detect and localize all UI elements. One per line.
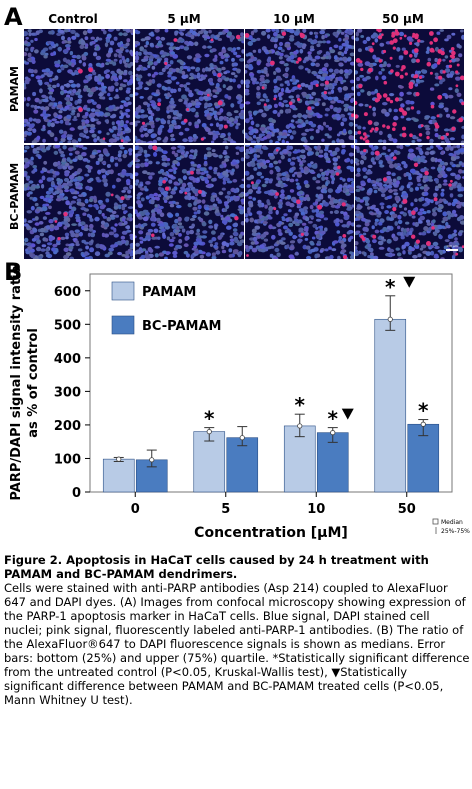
y-tick-label-2: 200 [54,419,81,434]
significance-marker: * [295,393,306,417]
median-point [420,421,426,427]
median-point [387,316,393,322]
legend-label-bc-pamam: BC-PAMAM [142,319,221,334]
panel-b-chart: B 0 100 200 300 400 500 600 PARP/DAPI signal int… [0,258,472,542]
micrograph-bc-pamam-1 [135,145,244,259]
bar-bc-pamam-1 [226,437,259,493]
legend-swatch-pamam [111,281,135,301]
y-tick-label-3: 300 [54,385,81,400]
significance-marker: * [328,407,339,431]
median-legend-label: Median [441,519,463,526]
median-point [149,457,155,463]
triangle-marker [403,276,416,288]
median-point [297,423,303,429]
caption-title: Figure 2. Apoptosis in HaCaT cells cause… [4,553,429,581]
cell-nuclei-image [24,29,133,143]
row-header-bc-pamam: BC-PAMAM [8,162,21,230]
cell-nuclei-image [24,145,133,259]
median-point [116,456,122,462]
column-header-10um: 10 µM [273,12,315,26]
caption-body: Cells were stained with anti-PARP antibo… [4,581,470,707]
column-header-control: Control [48,12,98,26]
y-tick-label-5: 500 [54,318,81,333]
plot-frame [89,273,453,493]
cell-nuclei-image [245,145,354,259]
row-header-pamam: PAMAM [8,66,21,112]
median-point [239,435,245,441]
cell-nuclei-image [355,29,464,143]
x-tick-label-1: 5 [221,502,230,517]
y-tick-label-0: 0 [72,486,81,501]
micrograph-pamam-3 [355,29,464,143]
micrograph-bc-pamam-3: 100 µm [355,145,464,259]
range-legend-label: 25%-75% [441,528,470,535]
bar-pamam-3 [374,318,407,493]
micrograph-bc-pamam-0 [24,145,133,259]
scale-bar-label: 100 µm [446,244,458,248]
column-header-50um: 50 µM [382,12,424,26]
micrograph-pamam-2 [245,29,354,143]
column-header-5um: 5 µM [167,12,201,26]
y-axis-label-line2: as % of control [26,328,41,438]
y-axis-label-line1: PARP/DAPI signal intensity ratio [9,265,24,500]
triangle-marker [341,408,354,420]
cell-nuclei-image [135,29,244,143]
bar-pamam-0 [102,458,135,493]
legend-swatch-bc-pamam [111,315,135,335]
x-axis-label: Concentration [µM] [194,525,348,541]
cell-nuclei-image: 100 µm [355,145,464,259]
significance-marker: * [385,275,396,299]
y-tick-label-1: 100 [54,452,81,467]
panel-a-letter: A [4,3,23,31]
cell-nuclei-image [245,29,354,143]
micrograph-bc-pamam-2 [245,145,354,259]
bar-pamam-2 [283,425,316,493]
legend-label-pamam: PAMAM [142,285,196,300]
significance-marker: * [204,407,215,431]
x-tick-label-0: 0 [131,502,140,517]
significance-marker: * [418,399,429,423]
micrograph-pamam-1 [135,29,244,143]
micrograph-pamam-0 [24,29,133,143]
median-point [330,430,336,436]
median-point [206,429,212,435]
median-legend-symbol [432,518,439,525]
x-tick-label-3: 50 [398,502,416,517]
scale-bar [446,249,458,251]
x-tick-label-2: 10 [307,502,325,517]
panel-b-letter: B [4,262,22,286]
y-tick-label-4: 400 [54,352,81,367]
figure-caption: Figure 2. Apoptosis in HaCaT cells cause… [4,553,470,707]
cell-nuclei-image [135,145,244,259]
y-tick-label-6: 600 [54,285,81,300]
